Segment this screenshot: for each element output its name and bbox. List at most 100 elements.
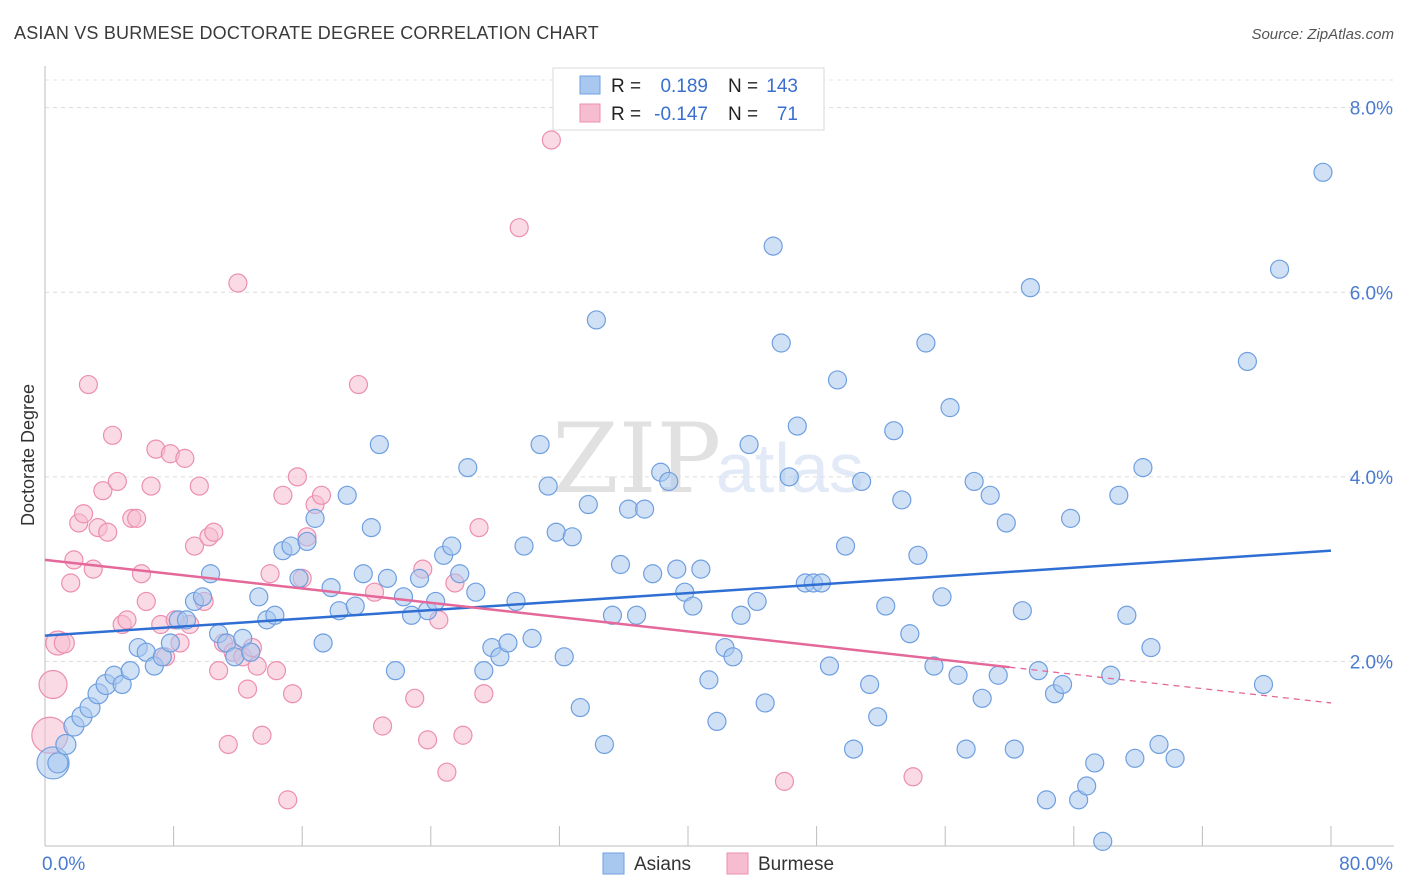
- asian-point: [297, 531, 317, 552]
- asian-point: [1165, 748, 1185, 768]
- asian-point: [450, 564, 470, 584]
- stat-r-value-asian: 0.189: [660, 76, 708, 97]
- asian-point: [249, 587, 269, 607]
- y-tick-label: 6.0%: [1350, 283, 1393, 304]
- asian-point: [1036, 790, 1057, 810]
- burmese-trend-extension: [1009, 666, 1332, 704]
- asian-point: [321, 577, 341, 598]
- asian-point: [353, 564, 373, 584]
- asian-point: [892, 490, 912, 510]
- legend-asians-icon: [602, 852, 625, 875]
- asian-point: [747, 591, 767, 612]
- burmese-point: [774, 771, 795, 791]
- asian-point: [819, 656, 840, 676]
- burmese-point: [93, 481, 113, 501]
- asian-point: [305, 508, 325, 528]
- burmese-point: [278, 790, 298, 810]
- burmese-point: [184, 536, 205, 556]
- burmese-point: [141, 476, 161, 496]
- asian-point: [377, 568, 397, 588]
- burmese-point: [61, 573, 81, 593]
- burmese-point: [287, 467, 307, 487]
- y-axis-label: Doctorate Degree: [18, 384, 38, 526]
- x-tick-label: 80.0%: [1339, 854, 1393, 875]
- burmese-point: [311, 485, 332, 505]
- asian-point: [884, 421, 904, 441]
- asian-point: [554, 647, 574, 667]
- asian-point: [900, 624, 920, 644]
- asian-point: [852, 471, 872, 492]
- burmese-trend-line: [44, 558, 1010, 669]
- asian-swatch-icon: [579, 75, 601, 95]
- asian-point: [634, 499, 655, 519]
- asian-point: [1141, 637, 1161, 658]
- asian-point: [988, 665, 1008, 685]
- asian-point: [932, 587, 952, 607]
- asian-point: [956, 739, 976, 759]
- asian-point: [1052, 674, 1073, 695]
- burmese-point: [417, 730, 438, 750]
- asian-point: [1028, 661, 1049, 681]
- burmese-point: [136, 591, 156, 612]
- stat-n-value-asian: 143: [766, 76, 798, 97]
- burmese-point: [273, 485, 293, 505]
- burmese-point: [64, 550, 84, 570]
- asian-point: [1101, 665, 1121, 685]
- asian-point: [401, 605, 422, 625]
- stat-n-value-burmese: 71: [777, 104, 798, 125]
- burmese-point: [237, 679, 258, 699]
- burmese-point: [117, 610, 137, 630]
- burmese-point: [474, 684, 494, 704]
- asian-point: [176, 610, 197, 630]
- asian-point: [1093, 831, 1113, 851]
- burmese-point: [209, 661, 229, 681]
- burmese-point: [260, 564, 280, 584]
- asian-point: [313, 633, 333, 653]
- asian-point: [755, 693, 775, 713]
- asian-point: [594, 734, 615, 755]
- y-tick-label: 4.0%: [1350, 468, 1393, 489]
- asian-point: [281, 536, 301, 556]
- asian-point: [1237, 351, 1258, 372]
- asian-point: [643, 564, 663, 584]
- asian-point: [626, 605, 647, 625]
- asian-point: [707, 711, 727, 732]
- asian-point: [699, 670, 719, 690]
- x-tick-label: 0.0%: [42, 854, 85, 875]
- burmese-point: [453, 725, 473, 745]
- asian-point: [47, 752, 69, 774]
- burmese-point: [73, 504, 94, 524]
- burmese-point: [131, 564, 152, 584]
- asian-point: [345, 596, 365, 616]
- asian-point: [667, 559, 687, 579]
- asian-point: [1077, 776, 1097, 796]
- watermark-zip: ZIP: [552, 403, 721, 515]
- asian-point: [691, 559, 711, 579]
- asian-point: [659, 471, 679, 492]
- legend-asians-label: Asians: [634, 854, 691, 875]
- asian-point: [337, 485, 357, 505]
- burmese-point: [228, 273, 248, 293]
- burmese-point: [372, 716, 393, 736]
- asian-point: [739, 434, 759, 455]
- asian-point: [610, 554, 631, 575]
- burmese-point: [541, 130, 561, 150]
- asian-point: [1313, 162, 1333, 182]
- burmese-point: [53, 632, 75, 654]
- asian-point: [779, 467, 799, 487]
- burmese-point: [266, 661, 287, 681]
- y-tick-label: 2.0%: [1350, 652, 1393, 673]
- bottom-legend: Asians Burmese: [602, 852, 834, 875]
- asian-point: [1060, 508, 1081, 528]
- grid-lines: [45, 79, 1394, 662]
- asian-point: [120, 661, 140, 681]
- burmese-point: [38, 669, 68, 700]
- tick-labels: 2.0% 4.0% 6.0% 8.0% 0.0% 80.0%: [42, 99, 1393, 875]
- asian-point: [1133, 458, 1153, 478]
- asian-point: [908, 545, 928, 565]
- asian-point: [835, 536, 856, 556]
- asian-point: [1085, 753, 1105, 773]
- asian-point: [538, 476, 558, 496]
- asian-point: [1269, 259, 1290, 279]
